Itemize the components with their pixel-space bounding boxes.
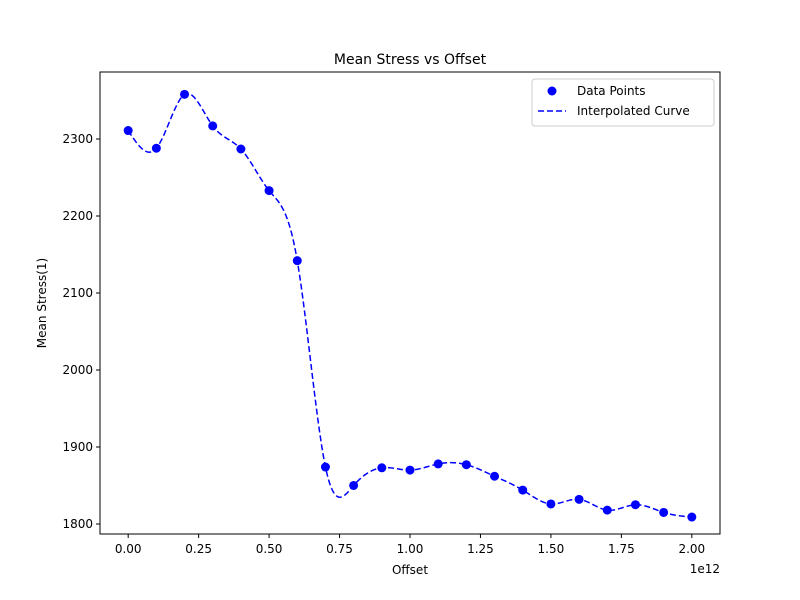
data-point (687, 512, 697, 522)
chart-title: Mean Stress vs Offset (334, 52, 487, 68)
legend-interpolated-curve-label: Interpolated Curve (577, 104, 690, 118)
x-tick-label: 1.50 (538, 542, 565, 556)
plot-area (100, 72, 720, 534)
x-tick-label: 0.50 (256, 542, 283, 556)
data-point (180, 89, 190, 99)
x-axis-title: Offset (392, 563, 428, 577)
data-point (236, 144, 246, 154)
data-point (490, 471, 500, 481)
data-point (518, 485, 528, 495)
x-tick-label: 0.25 (185, 542, 212, 556)
data-point (123, 126, 133, 136)
data-point (405, 465, 415, 475)
data-point (461, 460, 471, 470)
x-axis-ticks: 0.00 0.25 0.50 0.75 1.00 1.25 1.50 1.75 2.00 (115, 534, 705, 556)
data-point (320, 462, 330, 472)
y-tick-label: 2000 (62, 363, 93, 377)
data-point (292, 256, 302, 266)
y-tick-label: 1800 (62, 517, 93, 531)
x-tick-label: 2.00 (678, 542, 705, 556)
y-tick-label: 2300 (62, 132, 93, 146)
data-point (433, 459, 443, 469)
y-tick-label: 2100 (62, 286, 93, 300)
legend: Data Points Interpolated Curve (531, 78, 715, 127)
legend-data-points-label: Data Points (577, 84, 646, 98)
y-tick-label: 1900 (62, 440, 93, 454)
data-point (151, 143, 161, 153)
legend-box (531, 78, 715, 127)
y-axis-title: Mean Stress(1) (35, 258, 49, 348)
y-tick-label: 2200 (62, 209, 93, 223)
data-point (264, 186, 274, 196)
data-point (602, 505, 612, 515)
data-point (208, 121, 218, 131)
x-axis-offset-label: 1e12 (690, 562, 720, 576)
x-tick-label: 0.00 (115, 542, 142, 556)
data-point (349, 480, 359, 490)
x-tick-label: 1.00 (397, 542, 424, 556)
legend-data-points-marker (547, 86, 557, 96)
x-tick-label: 1.75 (608, 542, 635, 556)
x-tick-label: 1.25 (467, 542, 494, 556)
data-point (659, 507, 669, 517)
data-point (546, 499, 556, 509)
data-point (630, 500, 640, 510)
x-tick-label: 0.75 (326, 542, 353, 556)
data-point (574, 494, 584, 504)
data-points-layer (123, 89, 697, 522)
y-axis-ticks: 1800 1900 2000 2100 2200 2300 (62, 132, 100, 531)
data-point (377, 463, 387, 473)
